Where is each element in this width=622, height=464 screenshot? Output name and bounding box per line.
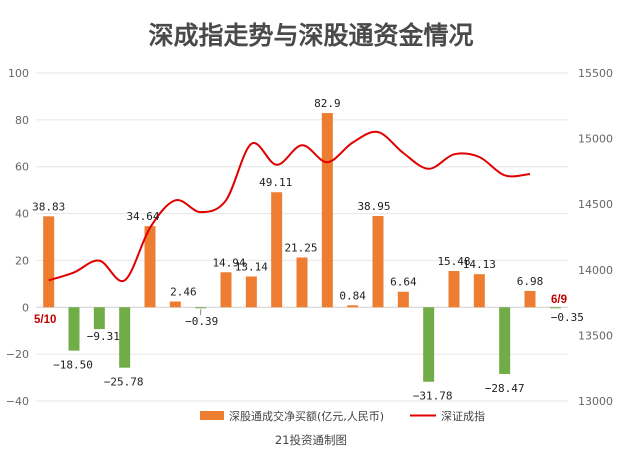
y-right-tick-label: 13500 (578, 329, 613, 342)
bar (220, 272, 232, 308)
y-left-tick-label: 0 (22, 301, 29, 314)
bar (524, 290, 536, 308)
bar-series (43, 113, 561, 382)
bar (245, 276, 257, 308)
data-label: −0.39 (185, 315, 218, 328)
y-left-tick-label: 40 (15, 208, 29, 221)
bar (68, 307, 80, 351)
y-left-tick-label: 20 (15, 254, 29, 267)
annotation-end: 6/9 (551, 294, 567, 306)
data-label: 15.48 (437, 255, 470, 268)
bar (169, 301, 181, 308)
data-label: 14.94 (212, 256, 245, 269)
y-left-tick-label: 100 (8, 67, 29, 80)
data-label: −25.78 (104, 376, 144, 389)
y-right-tick-label: 15000 (578, 133, 613, 146)
y-right-tick-label: 14500 (578, 198, 613, 211)
y-right-tick-label: 14000 (578, 264, 613, 277)
bar (93, 307, 105, 330)
data-label: 38.83 (32, 200, 65, 213)
y-axis-left: −40 −20 0 20 40 60 80 100 (6, 67, 29, 408)
bar (119, 307, 131, 368)
bar (448, 271, 460, 308)
legend-bar-label: 深股通成交净买额(亿元,人民币) (229, 409, 384, 423)
legend: 深股通成交净买额(亿元,人民币) 深证成指 (200, 409, 485, 423)
legend-bar-swatch (200, 411, 224, 420)
data-label: −31.78 (413, 390, 453, 403)
annotations: 5/10 6/9 (34, 294, 567, 326)
bar (195, 307, 207, 309)
bar (347, 305, 359, 308)
bar (549, 307, 561, 309)
data-label: 82.9 (314, 97, 341, 110)
y-axis-right: 13000 13500 14000 14500 15000 15500 (578, 67, 613, 408)
line-path (48, 130, 531, 283)
data-label: 21.25 (284, 242, 317, 255)
y-left-tick-label: 60 (15, 161, 29, 174)
bar (271, 192, 283, 308)
data-label: −18.50 (53, 359, 93, 372)
chart-title: 深成指走势与深股通资金情况 (148, 21, 473, 50)
bar (397, 291, 409, 308)
data-label: −0.35 (551, 311, 584, 324)
y-left-tick-label: 80 (15, 114, 29, 127)
data-label: 2.46 (170, 286, 197, 299)
data-label: 38.95 (357, 200, 390, 213)
bar (321, 113, 333, 308)
bar (473, 274, 485, 308)
data-labels: 38.83 −18.50 −9.31 −25.78 34.64 2.46 −0.39 14.9… (32, 97, 584, 403)
line-series (48, 130, 531, 283)
annotation-start: 5/10 (34, 314, 56, 326)
data-label: −9.31 (87, 330, 120, 343)
gridlines (36, 72, 568, 402)
bar (372, 216, 384, 308)
data-label: 6.64 (390, 276, 417, 289)
legend-line-label: 深证成指 (441, 409, 485, 423)
data-label: 6.98 (517, 275, 544, 288)
bar (296, 257, 308, 308)
y-left-tick-label: −20 (6, 348, 29, 361)
data-label: 49.11 (259, 176, 292, 189)
bar (423, 307, 435, 382)
y-right-tick-label: 15500 (578, 67, 613, 80)
bar (43, 216, 55, 308)
data-label: 14.13 (463, 258, 496, 271)
data-label: 13.14 (235, 261, 268, 274)
y-left-tick-label: −40 (6, 395, 29, 408)
bar (144, 226, 156, 308)
source-label: 21投资通制图 (275, 433, 347, 447)
bar (499, 307, 511, 374)
y-right-tick-label: 13000 (578, 395, 613, 408)
data-label: 34.64 (126, 210, 159, 223)
data-label: 0.84 (339, 289, 366, 302)
data-label: −28.47 (485, 382, 525, 395)
